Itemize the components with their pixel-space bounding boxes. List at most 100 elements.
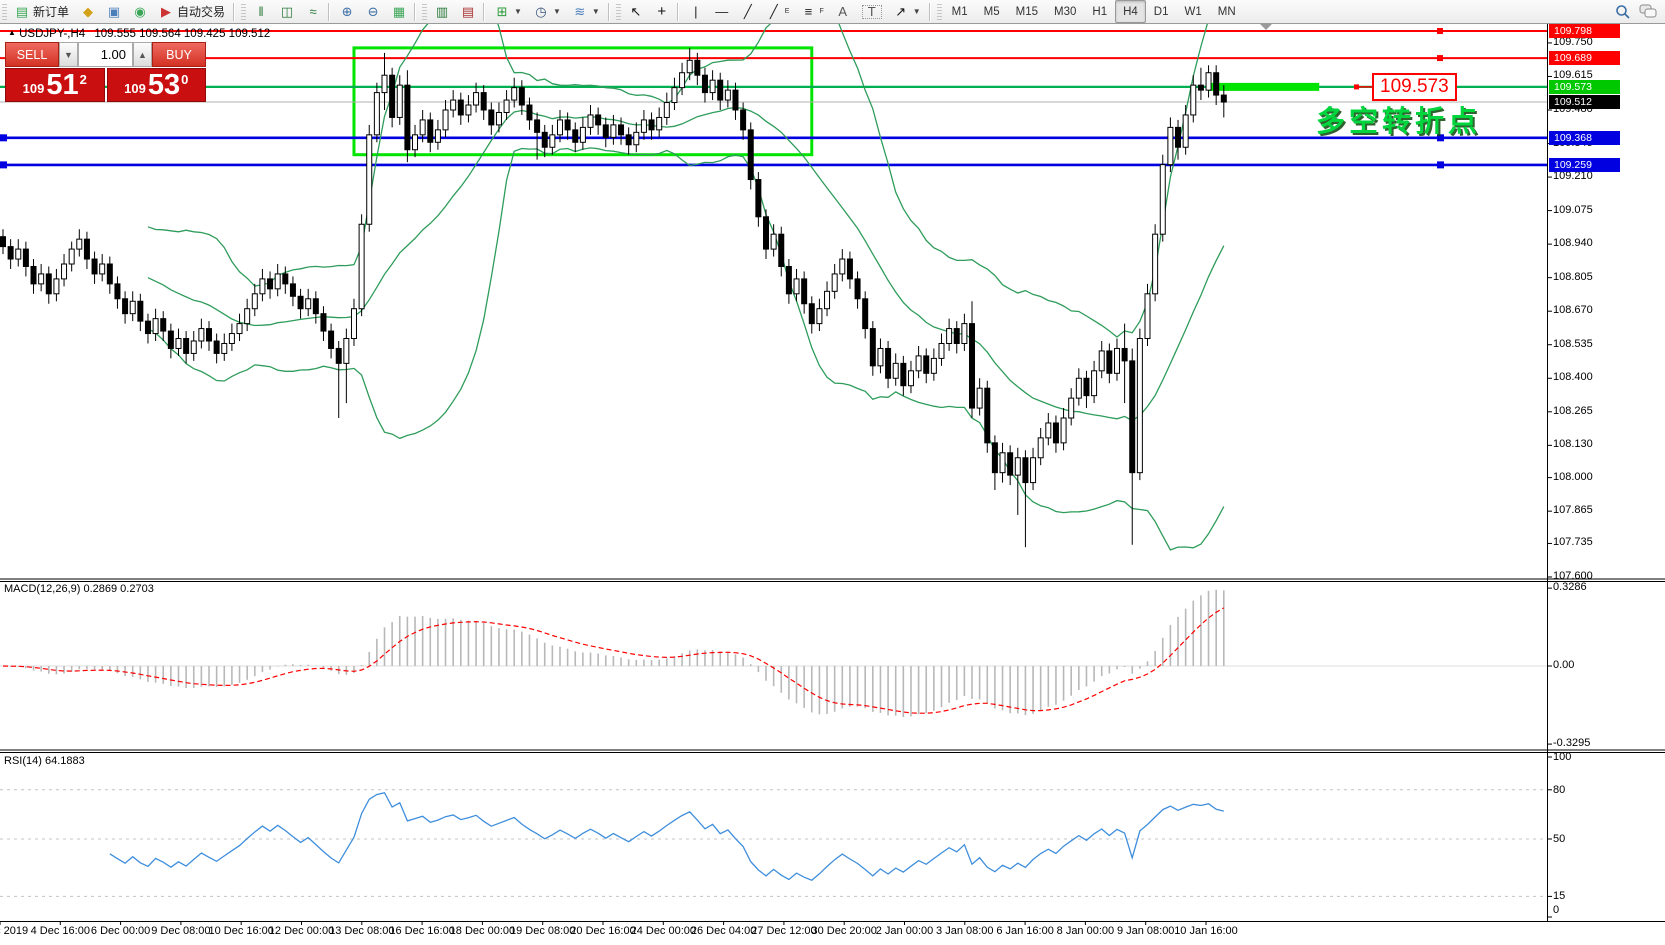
- text-tool[interactable]: A: [830, 0, 856, 23]
- auto-scroll-button[interactable]: ▥: [429, 0, 455, 23]
- terminal-button[interactable]: ▣: [101, 0, 127, 23]
- sell-button[interactable]: SELL: [5, 42, 59, 67]
- buy-price-quote[interactable]: 109 53 0: [106, 68, 206, 102]
- timeframe-group: M1 M5 M15 M30 H1 H4 D1 W1 MN: [944, 0, 1244, 23]
- candlestick-chart-button[interactable]: ◫: [274, 0, 300, 23]
- time-axis-label: 2 Jan 00:00: [875, 925, 934, 937]
- label-tool-icon: T: [861, 4, 882, 19]
- arrows-tool[interactable]: ↗ ▼: [888, 0, 927, 23]
- new-order-label: 新订单: [33, 5, 70, 19]
- cursor-tool-button[interactable]: ↖: [623, 0, 649, 23]
- turning-point-annotation[interactable]: 多空转折点: [1316, 106, 1482, 138]
- fibonacci-tool[interactable]: ≡ F: [795, 0, 829, 23]
- channel-suffix: E: [784, 8, 790, 15]
- time-axis-label: 16 Dec 16:00: [389, 925, 455, 937]
- channel-icon: ╱: [769, 3, 778, 19]
- chart-shift-button[interactable]: ▤: [455, 0, 481, 23]
- trendline-icon: ╱: [743, 3, 752, 19]
- timeframe-h1[interactable]: H1: [1092, 5, 1108, 18]
- time-axis-label: 12 Dec 00:00: [268, 925, 335, 937]
- sell-price-point: 2: [79, 72, 87, 87]
- one-click-trading-panel: SELL ▼ 1.00 ▲ BUY 109 51 2 109 53 0: [5, 42, 206, 102]
- new-chart-button[interactable]: ⊞ ▼: [489, 0, 528, 23]
- zoom-in-button[interactable]: ⊕: [334, 0, 360, 23]
- crosshair-tool-button[interactable]: +: [649, 0, 675, 23]
- symbol-period: USDJPY-,H4: [19, 28, 86, 40]
- tile-windows-button[interactable]: ▦: [386, 0, 412, 23]
- templates-button[interactable]: ≋ ▼: [567, 0, 606, 23]
- crosshair-icon: +: [657, 2, 667, 20]
- new-order-button[interactable]: ▤ 新订单: [9, 0, 75, 23]
- channel-tool[interactable]: ╱ E: [761, 0, 796, 23]
- label-tool[interactable]: T: [856, 0, 888, 23]
- toolbar-separator: [414, 2, 417, 21]
- horizontal-line-tool[interactable]: —: [709, 0, 735, 23]
- timeframe-w1[interactable]: W1: [1184, 5, 1202, 18]
- timeframe-h4[interactable]: H4: [1115, 0, 1146, 23]
- sell-price-base: 109: [22, 81, 45, 96]
- time-axis-label: 24 Dec 00:00: [630, 925, 697, 937]
- toolbar-separator: [483, 2, 486, 21]
- market-watch-button[interactable]: ◆: [75, 0, 101, 23]
- clock-icon: ◷: [535, 3, 547, 19]
- text-tool-icon: A: [838, 3, 848, 19]
- timeframe-d1[interactable]: D1: [1153, 5, 1169, 18]
- autotrading-button[interactable]: ▶ 自动交易: [153, 0, 231, 23]
- rsi-axis-tick: 0: [1553, 904, 1560, 916]
- price-axis-tick: 109.750: [1553, 35, 1593, 48]
- timeframe-m5[interactable]: M5: [983, 5, 1000, 18]
- sell-price-quote[interactable]: 109 51 2: [5, 68, 105, 102]
- zoom-out-button[interactable]: ⊖: [360, 0, 386, 23]
- time-axis-label: 30 Dec 20:00: [811, 925, 877, 937]
- zoom-out-icon: ⊖: [367, 3, 379, 19]
- timeframe-m1[interactable]: M1: [951, 5, 968, 18]
- fibo-suffix: F: [819, 8, 824, 15]
- timeframe-mn[interactable]: MN: [1217, 5, 1236, 18]
- vertical-line-tool[interactable]: |: [683, 0, 709, 23]
- chevron-down-icon: ▼: [912, 7, 921, 16]
- time-axis-label: 9 Dec 08:00: [151, 925, 211, 937]
- buy-price-point: 0: [181, 72, 189, 87]
- market-watch-icon: ◆: [83, 3, 94, 19]
- time-axis-label: 3 Dec 2019: [0, 925, 29, 937]
- price-axis-tick: 108.000: [1553, 470, 1593, 483]
- toolbar-grip[interactable]: [422, 3, 428, 20]
- zoom-in-icon: ⊕: [341, 3, 353, 19]
- timeframe-m15[interactable]: M15: [1015, 5, 1039, 18]
- price-line-label-109.259: 109.259: [1549, 157, 1620, 172]
- time-axis-label: 10 Jan 16:00: [1174, 925, 1238, 937]
- search-icon[interactable]: [1615, 4, 1631, 20]
- time-axis-label: 26 Dec 04:00: [690, 925, 757, 937]
- volume-increase-button[interactable]: ▲: [133, 42, 152, 67]
- price-axis-tick: 107.600: [1553, 569, 1593, 582]
- time-axis-label: 20 Dec 16:00: [570, 925, 636, 937]
- price-axis-tick: 109.075: [1553, 203, 1593, 216]
- toolbar-separator: [233, 2, 236, 21]
- buy-button[interactable]: BUY: [152, 42, 206, 67]
- bar-chart-button[interactable]: ‖: [248, 0, 274, 23]
- price-axis-tick: 108.805: [1553, 270, 1593, 283]
- toolbar-grip[interactable]: [936, 3, 942, 20]
- new-chart-icon: ⊞: [496, 3, 508, 19]
- toolbar-grip[interactable]: [241, 3, 247, 20]
- period-button[interactable]: ◷ ▼: [528, 0, 567, 23]
- toolbar-grip[interactable]: [2, 3, 7, 20]
- ohlc-readout: 109.555 109.564 109.425 109.512: [94, 28, 271, 40]
- volume-input[interactable]: 1.00: [78, 42, 133, 67]
- collapse-marker-icon[interactable]: ▲: [8, 28, 16, 37]
- line-chart-button[interactable]: ≈: [300, 0, 326, 23]
- price-line-label-109.368: 109.368: [1549, 130, 1620, 145]
- toolbar-grip[interactable]: [615, 3, 621, 20]
- chat-icon[interactable]: [1639, 4, 1657, 19]
- time-axis-label: 18 Dec 00:00: [449, 925, 516, 937]
- timeframe-m30[interactable]: M30: [1054, 5, 1077, 18]
- signals-button[interactable]: ◉: [127, 0, 153, 23]
- time-axis-label: 10 Dec 16:00: [208, 925, 274, 937]
- trendline-tool[interactable]: ╱: [735, 0, 761, 23]
- rsi-axis-tick: 50: [1553, 833, 1566, 845]
- time-axis-label: 6 Dec 00:00: [90, 925, 151, 937]
- volume-decrease-button[interactable]: ▼: [59, 42, 78, 67]
- price-callout[interactable]: 109.573: [1372, 73, 1457, 101]
